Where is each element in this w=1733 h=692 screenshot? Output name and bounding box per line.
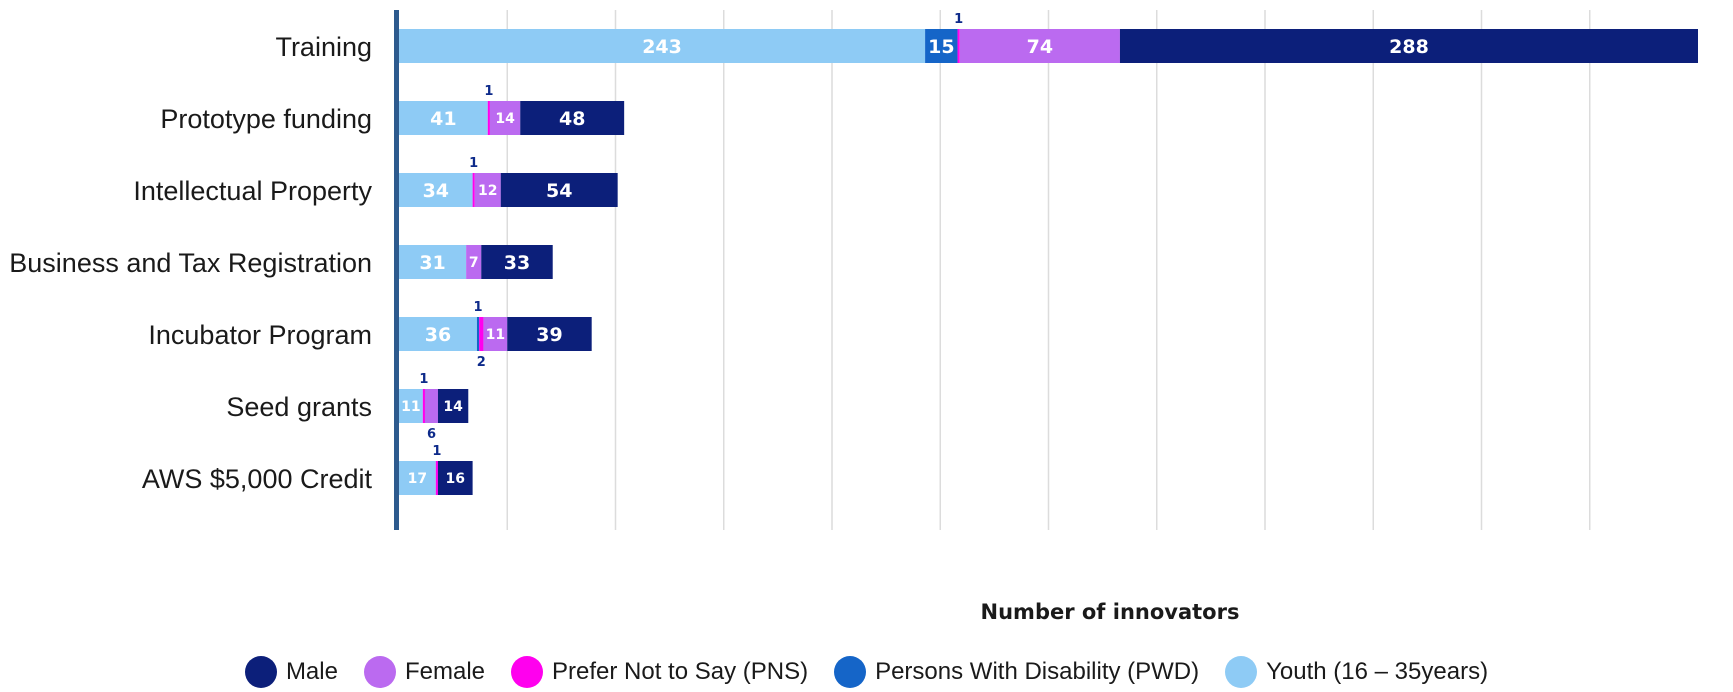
data-label: 48	[559, 108, 585, 130]
legend-item: Youth (16 – 35years)	[1225, 656, 1488, 688]
bar-segment	[507, 317, 592, 351]
data-label-outside: 1	[432, 444, 441, 459]
data-label: 54	[546, 180, 572, 202]
data-label: 36	[425, 324, 451, 346]
legend: Male Female Prefer Not to Say (PNS) Persons…	[0, 656, 1733, 688]
category-label: Intellectual Property	[133, 176, 372, 206]
legend-swatch	[363, 656, 396, 688]
legend-label: Female	[404, 658, 485, 685]
bar-segment	[481, 245, 553, 279]
category-label: Prototype funding	[160, 104, 372, 134]
data-label: 17	[408, 471, 427, 487]
gridlines	[506, 10, 1591, 530]
bar-segment	[500, 173, 618, 207]
bar-segment	[399, 389, 423, 423]
bar-segment	[466, 245, 482, 279]
bar-segment	[399, 317, 477, 351]
data-label-outside: 2	[477, 355, 486, 370]
bar-segment	[424, 389, 438, 423]
bar-segment	[399, 245, 467, 279]
bar-segment	[437, 389, 469, 423]
bar-segment	[1119, 29, 1698, 63]
legend-swatch	[1225, 656, 1258, 688]
legend-swatch	[244, 656, 277, 688]
data-label-outside: 1	[484, 84, 493, 99]
bar-segment	[483, 317, 508, 351]
bar-segment	[957, 29, 960, 63]
data-label-outside: 1	[469, 156, 478, 171]
data-label: 14	[443, 399, 463, 415]
data-label: 11	[401, 399, 420, 415]
legend-item: Prefer Not to Say (PNS)	[511, 656, 808, 688]
bar-segment	[925, 29, 958, 63]
bar-segment	[520, 101, 625, 135]
bar-segment	[399, 173, 473, 207]
bar-segment	[476, 317, 480, 351]
legend-item: Persons With Disability (PWD)	[834, 656, 1199, 688]
bar-segment	[959, 29, 1120, 63]
bar-segment	[435, 461, 438, 495]
data-label-outside: 6	[427, 427, 436, 442]
bar-segment	[437, 461, 473, 495]
bar-segment	[422, 389, 425, 423]
data-label: 7	[469, 255, 479, 271]
legend-item: Male	[244, 656, 338, 688]
category-label: AWS $5,000 Credit	[142, 464, 373, 494]
data-label: 12	[478, 183, 497, 199]
bar-segment	[399, 101, 488, 135]
data-label: 31	[419, 252, 445, 274]
data-label: 33	[504, 252, 530, 274]
data-label-outside: 1	[954, 12, 963, 27]
legend-swatch	[834, 656, 867, 688]
data-label-outside: 1	[473, 300, 482, 315]
bar-segment	[399, 461, 436, 495]
data-label: 243	[642, 36, 682, 58]
bar-segment	[474, 173, 501, 207]
data-label: 11	[486, 327, 505, 343]
bar-segment	[489, 101, 521, 135]
category-label: Incubator Program	[148, 320, 372, 350]
x-axis-label: Number of innovators	[980, 600, 1240, 624]
bar-segment	[472, 173, 475, 207]
legend-label: Persons With Disability (PWD)	[875, 658, 1200, 685]
data-label: 34	[423, 180, 449, 202]
category-labels: Training Prototype funding Intellectual Pr…	[9, 32, 372, 494]
legend-item: Female	[363, 656, 485, 688]
category-label: Seed grants	[226, 392, 372, 422]
bar-segment	[479, 317, 484, 351]
legend-swatch	[511, 656, 543, 688]
bar-segment	[399, 29, 926, 63]
data-label: 16	[446, 471, 465, 487]
category-label: Training	[275, 32, 372, 62]
data-label: 288	[1389, 36, 1429, 58]
legend-label: Prefer Not to Say (PNS)	[552, 658, 809, 685]
data-label: 74	[1027, 36, 1053, 58]
bar-segment	[487, 101, 490, 135]
y-axis-line	[394, 10, 399, 530]
data-label: 14	[495, 111, 515, 127]
category-label: Business and Tax Registration	[9, 248, 372, 278]
legend-label: Youth (16 – 35years)	[1266, 658, 1489, 685]
data-label: 15	[928, 36, 954, 58]
data-label: 41	[430, 108, 456, 130]
data-label: 39	[536, 324, 562, 346]
data-label-outside: 1	[419, 372, 428, 387]
legend-label: Male	[285, 658, 338, 685]
